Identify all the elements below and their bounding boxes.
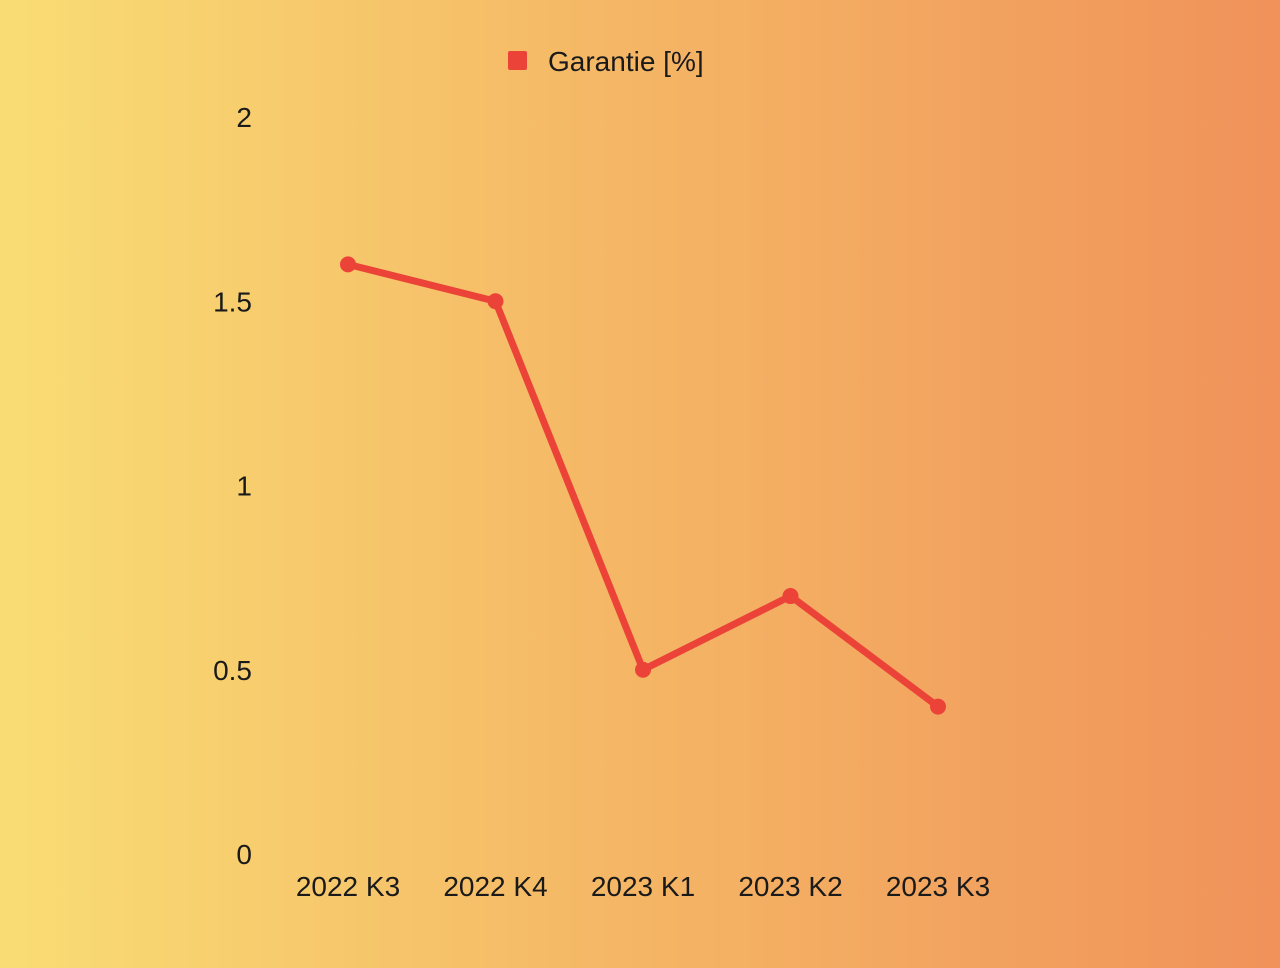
y-tick-label: 0 [236, 839, 252, 870]
y-tick-label: 0.5 [213, 655, 252, 686]
y-tick-label: 2 [236, 102, 252, 133]
legend-label: Garantie [%] [548, 46, 704, 77]
series-garantie [340, 256, 946, 715]
y-tick-label: 1 [236, 471, 252, 502]
x-axis-ticks: 2022 K3 2022 K4 2023 K1 2023 K2 2023 K3 [296, 871, 990, 902]
y-axis-ticks: 0 0.5 1 1.5 2 [213, 102, 252, 870]
legend-swatch [508, 51, 527, 70]
x-tick-label: 2022 K3 [296, 871, 400, 902]
x-tick-label: 2023 K1 [591, 871, 695, 902]
data-point [930, 698, 946, 715]
legend: Garantie [%] [508, 46, 704, 77]
x-tick-label: 2023 K3 [886, 871, 990, 902]
data-point [635, 661, 651, 678]
data-point [782, 588, 799, 605]
series-line [344, 260, 942, 711]
y-tick-label: 1.5 [213, 286, 252, 317]
data-point [340, 256, 356, 273]
x-tick-label: 2023 K2 [738, 871, 842, 902]
data-point [487, 293, 504, 310]
x-tick-label: 2022 K4 [443, 871, 547, 902]
